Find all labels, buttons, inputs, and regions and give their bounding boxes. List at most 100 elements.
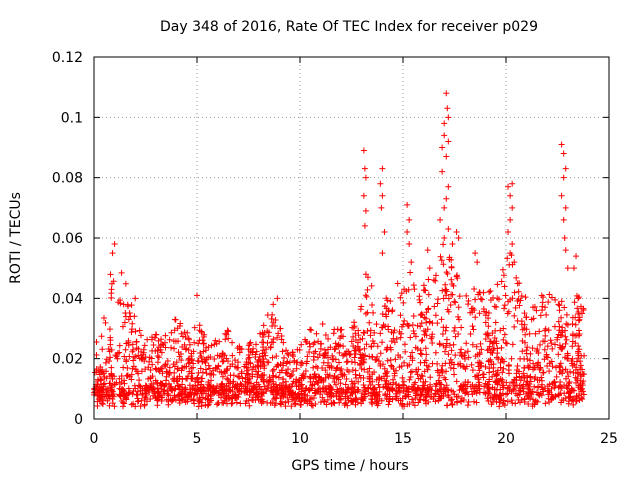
data-point xyxy=(176,397,183,404)
data-point xyxy=(249,366,256,373)
data-point xyxy=(581,371,588,378)
data-point xyxy=(474,387,481,394)
data-point xyxy=(410,282,417,289)
data-point xyxy=(410,313,417,320)
data-point xyxy=(254,394,261,401)
data-point xyxy=(448,347,455,354)
data-point xyxy=(265,359,272,366)
data-point xyxy=(325,335,332,342)
data-point xyxy=(399,374,406,381)
data-point xyxy=(129,348,136,355)
data-point xyxy=(409,349,416,356)
data-point xyxy=(465,354,472,361)
data-point xyxy=(263,346,270,353)
data-point xyxy=(161,390,168,397)
data-point xyxy=(290,378,297,385)
data-point xyxy=(338,371,345,378)
data-point xyxy=(361,345,368,352)
data-point xyxy=(486,289,493,296)
data-point xyxy=(521,375,528,382)
data-point xyxy=(257,330,264,337)
data-point xyxy=(417,350,424,357)
data-point xyxy=(562,340,569,347)
data-point xyxy=(320,359,327,366)
data-point xyxy=(416,396,423,403)
data-point xyxy=(507,250,514,257)
data-point xyxy=(291,357,298,364)
data-point xyxy=(407,269,414,276)
data-point xyxy=(564,385,571,392)
data-point xyxy=(400,321,407,328)
data-point xyxy=(333,365,340,372)
data-point xyxy=(171,327,178,334)
data-point xyxy=(568,397,575,404)
data-point xyxy=(468,361,475,368)
data-point xyxy=(144,398,151,405)
y-tick-label: 0.12 xyxy=(52,50,83,66)
data-point xyxy=(355,386,362,393)
data-point xyxy=(332,345,339,352)
data-point xyxy=(130,357,137,364)
data-point xyxy=(459,353,466,360)
data-point xyxy=(500,336,507,343)
data-point xyxy=(352,359,359,366)
data-point xyxy=(440,324,447,331)
data-point xyxy=(397,397,404,404)
data-point xyxy=(422,394,429,401)
data-point xyxy=(396,328,403,335)
data-point xyxy=(168,329,175,336)
data-point xyxy=(374,343,381,350)
data-point xyxy=(476,381,483,388)
data-point xyxy=(166,336,173,343)
data-point xyxy=(578,386,585,393)
data-point xyxy=(364,369,371,376)
data-point xyxy=(442,327,449,334)
data-point xyxy=(464,402,471,409)
chart-title: Day 348 of 2016, Rate Of TEC Index for r… xyxy=(160,19,538,35)
data-point xyxy=(266,329,273,336)
data-point xyxy=(458,346,465,353)
data-point xyxy=(476,349,483,356)
data-point xyxy=(389,308,396,315)
data-point xyxy=(484,347,491,354)
data-point xyxy=(165,401,172,408)
data-point xyxy=(562,247,569,254)
data-point xyxy=(441,235,448,241)
data-point xyxy=(428,333,435,340)
data-point xyxy=(135,370,142,377)
data-point xyxy=(403,384,410,391)
data-point xyxy=(453,399,460,406)
data-point xyxy=(399,381,406,388)
data-point xyxy=(438,257,445,264)
data-point xyxy=(500,365,507,372)
data-point xyxy=(476,289,483,296)
data-point xyxy=(409,383,416,390)
data-point xyxy=(278,393,285,400)
data-point xyxy=(566,394,573,401)
data-point xyxy=(440,261,447,268)
data-point xyxy=(227,372,234,379)
data-point xyxy=(238,368,245,375)
data-point xyxy=(290,353,297,360)
data-point xyxy=(181,329,188,336)
data-point xyxy=(407,374,414,381)
data-point xyxy=(163,368,170,375)
data-point xyxy=(505,384,512,391)
data-point xyxy=(580,391,587,398)
data-point xyxy=(178,357,185,364)
data-point xyxy=(511,323,518,330)
data-point xyxy=(226,395,233,402)
data-point xyxy=(434,367,441,374)
data-point xyxy=(319,364,326,371)
data-point xyxy=(259,333,266,340)
data-point xyxy=(106,402,113,409)
data-point xyxy=(493,392,500,399)
data-point xyxy=(422,345,429,352)
data-point xyxy=(443,286,450,293)
data-point xyxy=(415,399,422,406)
data-point xyxy=(365,385,372,392)
data-point xyxy=(455,235,462,241)
data-point xyxy=(286,373,293,380)
data-point xyxy=(358,355,365,362)
